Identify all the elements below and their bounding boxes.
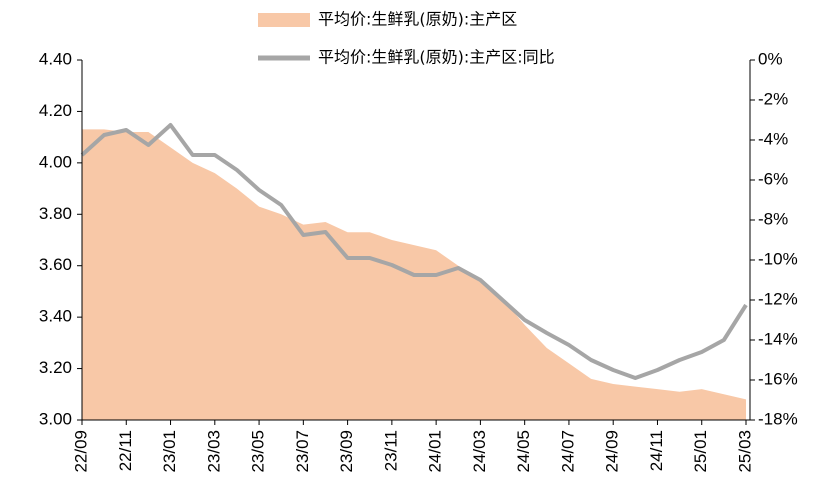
x-tick-label: 25/03 [735, 430, 754, 473]
x-tick-label: 25/01 [691, 430, 710, 473]
y2-tick-label: -2% [758, 89, 788, 108]
y-tick-label: 4.00 [39, 152, 72, 171]
x-tick-label: 24/11 [647, 430, 666, 471]
y-tick-label: 3.80 [39, 204, 72, 223]
y2-tick-label: -12% [758, 289, 798, 308]
x-tick-label: 23/03 [204, 430, 223, 473]
legend-swatch [258, 13, 310, 27]
y-tick-label: 3.40 [39, 307, 72, 326]
legend-label: 平均价:生鲜乳(原奶):主产区:同比 [318, 48, 555, 67]
y-tick-label: 4.40 [39, 49, 72, 68]
x-tick-label: 24/03 [470, 430, 489, 473]
x-tick-label: 24/07 [558, 430, 577, 473]
x-tick-label: 23/07 [293, 430, 312, 473]
y2-tick-label: -6% [758, 169, 788, 188]
x-tick-label: 24/01 [426, 430, 445, 473]
y-tick-label: 4.20 [39, 101, 72, 120]
y2-tick-label: -18% [758, 409, 798, 428]
y2-tick-label: -4% [758, 129, 788, 148]
x-tick-label: 23/11 [381, 430, 400, 471]
y2-tick-label: -16% [758, 369, 798, 388]
y-tick-label: 3.20 [39, 358, 72, 377]
x-tick-label: 22/11 [116, 430, 135, 471]
x-tick-label: 22/09 [71, 430, 90, 473]
y2-tick-label: -8% [758, 209, 788, 228]
y2-tick-label: -10% [758, 249, 798, 268]
line [80, 123, 748, 380]
legend-label: 平均价:生鲜乳(原奶):主产区 [318, 10, 517, 29]
y2-tick-label: -14% [758, 329, 798, 348]
y2-tick-label: 0% [758, 49, 783, 68]
y-tick-label: 3.60 [39, 255, 72, 274]
x-tick-label: 24/09 [603, 430, 622, 473]
x-tick-label: 23/09 [337, 430, 356, 473]
x-tick-label: 23/05 [249, 430, 268, 473]
x-tick-label: 24/05 [514, 430, 533, 473]
y-tick-label: 3.00 [39, 409, 72, 428]
x-tick-label: 23/01 [160, 430, 179, 473]
